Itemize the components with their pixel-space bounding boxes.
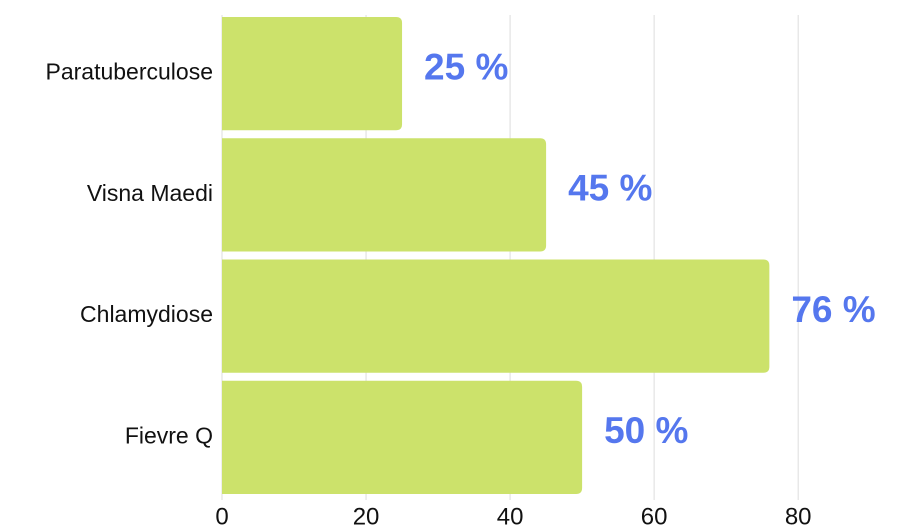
x-tick-label: 80 <box>785 503 812 529</box>
category-label: Fievre Q <box>125 422 213 448</box>
value-label: 76 % <box>791 289 875 330</box>
x-tick-label: 60 <box>641 503 668 529</box>
category-label: Paratuberculose <box>46 59 214 85</box>
bar <box>222 380 583 494</box>
x-tick-label: 0 <box>215 503 228 529</box>
bar <box>222 138 547 252</box>
value-label: 45 % <box>568 168 652 209</box>
bar <box>222 259 770 373</box>
value-label: 25 % <box>424 46 508 87</box>
x-tick-label: 20 <box>353 503 380 529</box>
value-label: 50 % <box>604 410 688 451</box>
x-tick-label: 40 <box>497 503 524 529</box>
category-label: Chlamydiose <box>80 301 213 327</box>
category-label: Visna Maedi <box>87 180 213 206</box>
bar <box>222 17 403 131</box>
